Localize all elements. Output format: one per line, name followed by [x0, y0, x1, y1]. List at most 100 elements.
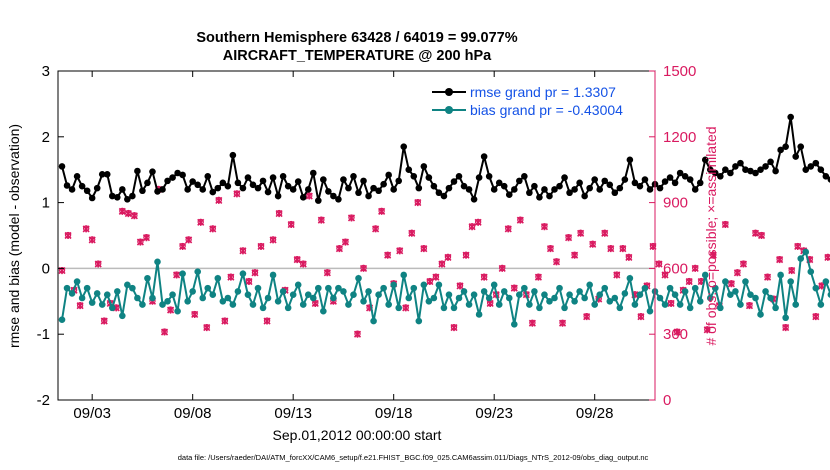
obs-assimilated-point — [583, 313, 591, 321]
rmse-point — [98, 171, 106, 178]
rmse-point — [782, 143, 789, 150]
x-tick-label: 09/13 — [274, 405, 312, 422]
bias-point — [58, 316, 66, 324]
rmse-point — [435, 189, 443, 197]
bias-point — [812, 284, 820, 292]
bias-point — [129, 284, 136, 292]
rmse-point — [289, 186, 297, 193]
bias-point — [822, 278, 830, 285]
rmse-point — [812, 159, 820, 167]
obs-assimilated-point — [275, 210, 283, 218]
obs-assimilated-point — [812, 313, 820, 321]
rmse-point — [154, 188, 161, 195]
obs-assimilated-point — [209, 225, 217, 233]
rmse-point — [737, 159, 744, 167]
rmse-point — [561, 174, 568, 181]
bias-point — [144, 274, 151, 282]
bias-point — [395, 304, 403, 312]
rmse-point — [214, 184, 222, 192]
obs-assimilated-point — [757, 231, 766, 240]
rmse-point — [626, 156, 634, 164]
rmse-point — [335, 196, 342, 203]
rmse-point — [164, 177, 171, 185]
bias-point — [556, 284, 563, 292]
bias-point — [701, 271, 709, 279]
obs-assimilated-point — [203, 324, 211, 332]
obs-assimilated-point — [341, 238, 350, 246]
obs-assimilated-point — [601, 229, 609, 237]
bias-point — [626, 274, 634, 282]
rmse-point — [460, 182, 468, 190]
rmse-point — [706, 166, 714, 173]
legend-bias-label: bias grand pr = -0.43004 — [470, 102, 623, 118]
rmse-point — [405, 166, 413, 173]
bias-point — [465, 301, 473, 308]
rmse-point — [350, 172, 357, 180]
bias-point — [340, 288, 347, 295]
bias-point — [229, 301, 237, 308]
bias-point — [490, 281, 498, 289]
bias-point — [124, 281, 131, 289]
rmse-point — [797, 143, 805, 150]
obs-assimilated-point — [432, 273, 440, 281]
bias-point — [234, 288, 242, 295]
rmse-point — [596, 186, 604, 193]
rmse-point — [254, 184, 262, 192]
y-tick-label: 1 — [42, 195, 50, 212]
bias-point — [541, 291, 548, 299]
bias-point — [505, 294, 513, 302]
rmse-point — [691, 186, 699, 193]
obs-assimilated-point — [498, 264, 506, 272]
rmse-point — [68, 186, 76, 193]
rmse-point — [274, 192, 282, 200]
bias-point — [134, 294, 141, 302]
bias-point — [244, 291, 252, 299]
bias-point — [119, 312, 126, 320]
obs-assimilated-point — [167, 306, 175, 314]
rmse-point — [400, 143, 408, 150]
bias-point — [375, 291, 382, 299]
obs-assimilated-point — [764, 273, 772, 281]
obs-assimilated-point — [124, 210, 132, 218]
legend: rmse grand pr = 1.3307 bias grand pr = -… — [432, 84, 623, 118]
rmse-point — [249, 181, 257, 189]
rmse-point — [209, 188, 217, 196]
rmse-point — [500, 182, 508, 190]
rmse-point — [671, 179, 679, 187]
obs-assimilated-point — [227, 273, 235, 281]
bias-point — [561, 304, 568, 312]
bias-point — [566, 291, 573, 299]
y-tick-label: 3 — [42, 63, 50, 80]
rmse-point — [611, 189, 619, 197]
obs-assimilated-point — [589, 240, 597, 248]
bias-point — [485, 294, 493, 302]
bias-point — [239, 270, 247, 277]
obs-assimilated-point — [625, 253, 633, 261]
obs-assimilated-point — [82, 225, 90, 233]
rmse-point — [601, 177, 609, 185]
bias-point — [742, 278, 749, 285]
bias-point — [385, 301, 392, 308]
bias-point — [189, 288, 196, 295]
obs-assimilated-point — [655, 260, 663, 268]
bias-point — [581, 294, 588, 302]
rmse-point — [817, 166, 825, 173]
bias-point — [284, 304, 292, 312]
obs-assimilated-point — [721, 220, 729, 229]
rmse-point — [727, 169, 734, 177]
bias-point — [606, 298, 614, 305]
bias-point — [656, 294, 664, 302]
rmse-point — [440, 192, 448, 200]
y-tick-label: 2 — [42, 129, 50, 146]
bias-point — [722, 278, 729, 285]
x-axis: 09/03 09/08 09/13 09/18 09/23 09/28 — [73, 71, 613, 422]
rmse-point — [189, 178, 196, 185]
bias-series — [58, 248, 830, 328]
bias-point — [470, 291, 478, 299]
rmse-point — [415, 184, 423, 192]
bias-point — [571, 298, 578, 305]
y-axis-left: -2 -1 0 1 2 3 — [37, 63, 64, 409]
bias-point — [641, 284, 649, 292]
rmse-point — [762, 163, 769, 170]
obs-assimilated-point — [311, 299, 319, 308]
